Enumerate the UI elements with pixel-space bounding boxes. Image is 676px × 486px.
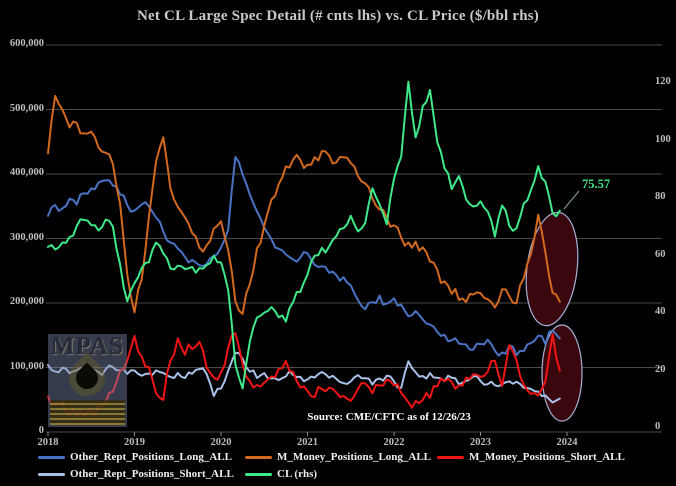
legend-item: CL (rhs) bbox=[245, 468, 317, 480]
y-axis-left-label: 200,000 bbox=[9, 296, 44, 307]
y-axis-left-label: 300,000 bbox=[9, 231, 44, 243]
mpas-logo-text: MPAS bbox=[51, 333, 124, 360]
x-axis-year-label: 2019 bbox=[124, 437, 145, 448]
source-note: Source: CME/CFTC as of 12/26/23 bbox=[307, 411, 471, 423]
y-axis-right-label: 0 bbox=[655, 421, 661, 432]
series-line-Other_Rept_Positions_Short_ALL bbox=[47, 351, 561, 404]
last-price-annotation: 75.57 bbox=[582, 177, 611, 191]
y-axis-right-label: 60 bbox=[655, 248, 666, 260]
series-line-Other_Rept_Positions_Long_ALL bbox=[47, 156, 561, 357]
legend-item: Other_Rept_Positions_Long_ALL bbox=[38, 451, 232, 463]
legend-item: M_Money_Positions_Short_ALL bbox=[437, 451, 625, 463]
highlight-ellipse bbox=[525, 211, 579, 327]
legend-label: CL (rhs) bbox=[277, 468, 318, 480]
y-axis-right-label: 40 bbox=[655, 306, 666, 317]
legend-swatch bbox=[38, 472, 65, 476]
x-axis-year-label: 2022 bbox=[383, 437, 405, 448]
legend-swatch bbox=[38, 455, 65, 459]
legend-item: M_Money_Positions_Long_ALL bbox=[245, 451, 431, 463]
series-line-M_Money_Positions_Long_ALL bbox=[47, 94, 561, 315]
oil-drop-icon bbox=[71, 362, 103, 394]
x-axis-year-label: 2018 bbox=[37, 437, 59, 448]
logo-stripes-decoration bbox=[50, 400, 125, 425]
y-axis-left-label: 100,000 bbox=[9, 360, 44, 372]
legend-label: M_Money_Positions_Long_ALL bbox=[277, 451, 432, 463]
legend-label: M_Money_Positions_Short_ALL bbox=[469, 451, 625, 463]
y-axis-right-label: 100 bbox=[655, 133, 671, 145]
y-axis-left-label: 600,000 bbox=[9, 38, 44, 49]
legend-label: Other_Rept_Positions_Long_ALL bbox=[70, 451, 232, 463]
legend-swatch bbox=[245, 472, 272, 476]
series-line-CL (rhs) bbox=[47, 80, 561, 390]
mpas-logo-watermark: MPAS bbox=[48, 333, 127, 427]
legend-swatch bbox=[245, 455, 272, 459]
y-axis-left-label: 0 bbox=[38, 425, 44, 436]
legend-item: Other_Rept_Positions_Short_ALL bbox=[38, 468, 234, 480]
annotation-pointer-line bbox=[563, 190, 580, 210]
legend-label: Other_Rept_Positions_Short_ALL bbox=[70, 468, 234, 480]
series-line-M_Money_Positions_Short_ALL bbox=[47, 332, 561, 418]
y-axis-right-label: 20 bbox=[655, 363, 666, 375]
x-axis-year-label: 2024 bbox=[556, 437, 578, 448]
y-axis-right-label: 120 bbox=[655, 76, 671, 87]
y-axis-left-label: 400,000 bbox=[9, 167, 44, 178]
y-axis-right-label: 80 bbox=[655, 191, 666, 202]
highlight-ellipse bbox=[541, 324, 583, 422]
y-axis-left-label: 500,000 bbox=[9, 102, 44, 114]
x-axis-year-label: 2020 bbox=[210, 437, 232, 448]
legend-swatch bbox=[437, 455, 464, 459]
chart-title: Net CL Large Spec Detail (# cnts lhs) vs… bbox=[137, 8, 539, 24]
x-axis-year-label: 2023 bbox=[470, 437, 491, 448]
x-axis-year-label: 2021 bbox=[297, 437, 318, 448]
series-lines bbox=[47, 80, 561, 418]
